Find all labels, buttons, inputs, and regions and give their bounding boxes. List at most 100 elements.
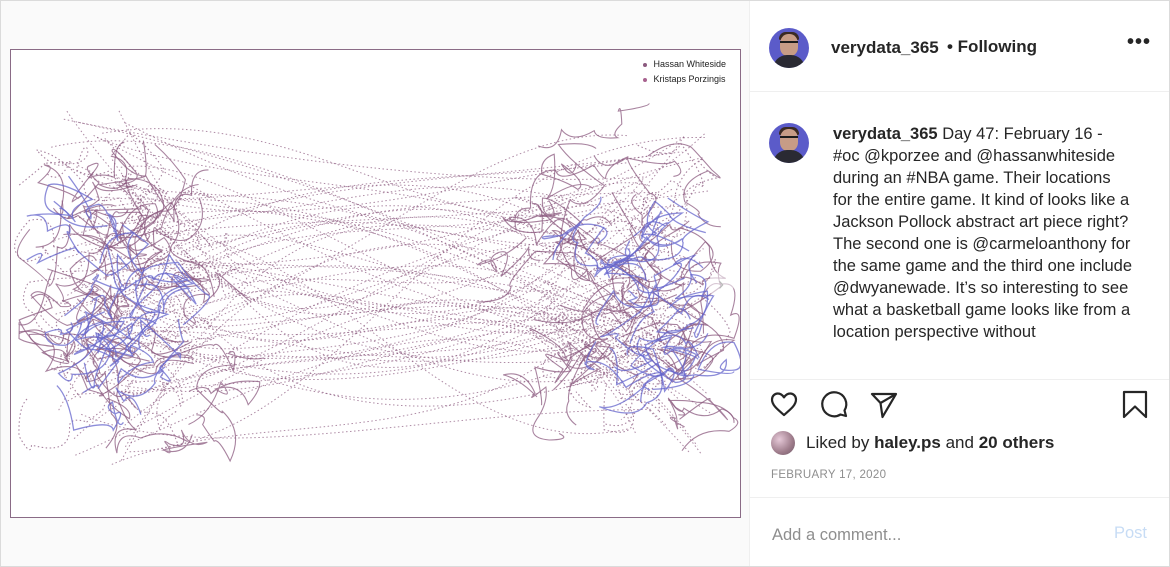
movement-trace	[80, 310, 170, 347]
comment-icon[interactable]	[818, 388, 850, 420]
bookmark-icon[interactable]	[1119, 388, 1151, 420]
trace-plot	[14, 103, 740, 465]
movement-trace	[529, 287, 567, 354]
movement-trace	[118, 110, 634, 368]
movement-trace	[110, 270, 659, 405]
movement-trace	[56, 385, 124, 432]
movement-trace	[75, 215, 695, 383]
following-button[interactable]: • Following	[947, 37, 1037, 56]
movement-trace	[124, 205, 687, 426]
movement-trace	[107, 183, 199, 257]
movement-trace	[65, 311, 134, 357]
movement-trace	[63, 118, 703, 347]
movement-trace	[18, 293, 76, 364]
movement-trace	[104, 136, 685, 314]
movement-trace	[476, 206, 591, 303]
movement-trace	[611, 233, 690, 264]
likes-summary: Liked by haley.ps and 20 others	[771, 429, 1151, 455]
movement-trace	[603, 197, 710, 276]
movement-trace	[582, 280, 706, 318]
more-options-icon[interactable]: •••	[1127, 31, 1152, 53]
legend-label: Kristaps Porzingis	[653, 74, 726, 84]
movement-trace	[137, 201, 215, 297]
caption-text: Day 47: February 16 - #oc @kporzee and @…	[833, 125, 1133, 341]
movement-trace	[633, 200, 706, 237]
movement-trace	[18, 146, 119, 186]
movement-trace	[655, 290, 709, 334]
movement-trace	[667, 397, 735, 430]
avatar[interactable]	[769, 123, 809, 163]
heart-icon[interactable]	[768, 388, 800, 420]
avatar-shirt	[773, 150, 805, 163]
movement-trace	[113, 273, 176, 335]
movement-trace	[125, 221, 688, 358]
movement-trace	[541, 153, 594, 200]
movement-trace	[74, 321, 117, 358]
post-sidebar: verydata_365 • Following ••• verydata_36…	[750, 1, 1169, 566]
movement-trace	[97, 140, 165, 242]
liker-username-link[interactable]: haley.ps	[874, 433, 941, 452]
post-header: verydata_365 • Following •••	[750, 1, 1169, 92]
movement-trace	[30, 291, 189, 343]
movement-trace	[67, 264, 649, 334]
movement-trace-image: Hassan Whiteside Kristaps Porzingis	[10, 49, 741, 518]
movement-trace	[157, 262, 248, 296]
movement-trace	[620, 321, 709, 356]
movement-trace	[85, 190, 709, 246]
likes-others-link[interactable]: 20 others	[978, 433, 1055, 452]
movement-trace	[529, 327, 614, 384]
movement-trace	[600, 257, 704, 294]
movement-trace	[694, 341, 740, 377]
movement-trace	[64, 267, 146, 317]
movement-trace	[16, 224, 112, 287]
post-media: Hassan Whiteside Kristaps Porzingis ›	[1, 1, 750, 566]
movement-trace	[566, 312, 611, 386]
movement-trace	[559, 263, 650, 314]
movement-trace	[126, 310, 637, 434]
legend-label: Hassan Whiteside	[653, 59, 726, 69]
movement-trace	[18, 330, 118, 449]
liker-avatar[interactable]	[771, 431, 795, 455]
legend-marker	[643, 62, 648, 67]
movement-trace	[58, 131, 707, 411]
movement-trace	[83, 302, 702, 454]
movement-trace	[625, 299, 736, 369]
movement-trace	[620, 374, 661, 421]
chevron-right-icon[interactable]: ›	[708, 272, 734, 298]
movement-trace	[67, 298, 679, 402]
movement-trace	[14, 218, 83, 278]
movement-trace	[83, 209, 145, 240]
movement-trace	[551, 230, 633, 333]
caption-username[interactable]: verydata_365	[833, 125, 938, 143]
legend-entry: Kristaps Porzingis	[643, 72, 726, 87]
movement-trace	[584, 226, 647, 282]
comment-input[interactable]	[770, 522, 1074, 548]
movement-trace	[53, 222, 687, 371]
post-comment-button[interactable]: Post	[1114, 524, 1148, 542]
movement-trace	[627, 293, 731, 398]
post-date[interactable]: FEBRUARY 17, 2020	[771, 469, 887, 481]
movement-trace	[73, 272, 624, 396]
movement-trace	[26, 200, 80, 254]
movement-trace	[73, 196, 680, 440]
movement-trace	[595, 254, 698, 325]
movement-trace	[599, 277, 685, 357]
comment-bar: Post	[750, 497, 1169, 567]
movement-trace	[97, 155, 143, 307]
movement-trace	[18, 390, 135, 451]
movement-trace	[541, 221, 608, 260]
avatar[interactable]	[769, 28, 809, 68]
username-link[interactable]: verydata_365	[831, 38, 939, 57]
avatar-face	[780, 129, 798, 151]
legend-marker	[643, 77, 648, 82]
movement-trace	[99, 289, 656, 336]
movement-trace	[127, 186, 680, 401]
caption-section: verydata_365 Day 47: February 16 - #oc @…	[750, 117, 1169, 363]
movement-trace	[111, 157, 704, 309]
movement-trace	[62, 264, 632, 375]
movement-trace	[502, 197, 584, 234]
movement-trace	[111, 148, 209, 223]
paper-plane-icon[interactable]	[868, 388, 900, 420]
avatar-glasses	[780, 136, 798, 143]
